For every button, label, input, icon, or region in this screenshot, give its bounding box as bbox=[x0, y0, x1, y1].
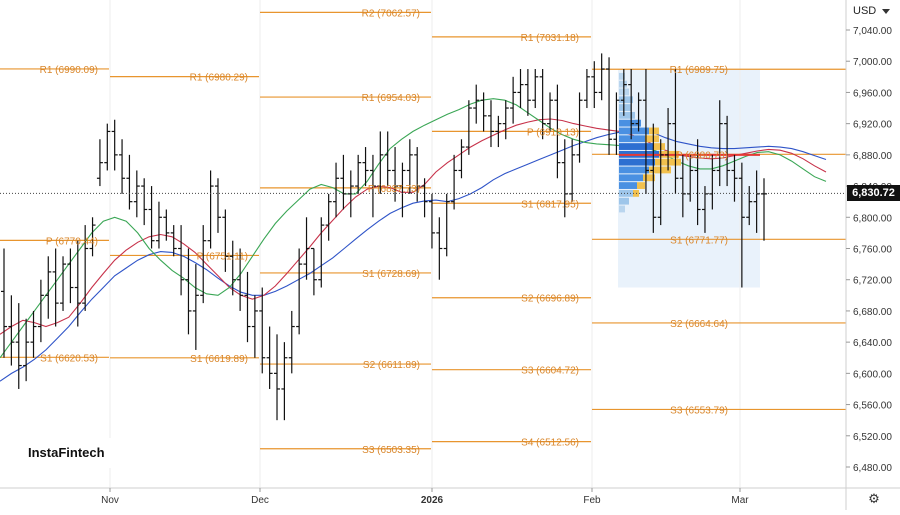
brand-logo: InstaFintech bbox=[24, 438, 138, 468]
pivot-label: R1 (7031.18) bbox=[521, 33, 579, 44]
settings-icon[interactable]: ⚙ bbox=[868, 492, 880, 507]
y-tick-label: 6,960.00 bbox=[853, 88, 892, 99]
pivot-label: S1 (6771.77) bbox=[670, 235, 728, 246]
pivot-label: S4 (6512.56) bbox=[521, 438, 579, 449]
y-tick-label: 7,040.00 bbox=[853, 26, 892, 37]
pivot-label: S3 (6553.79) bbox=[670, 405, 728, 416]
pivot-label: S2 (6664.64) bbox=[670, 319, 728, 330]
volume-profile-bar bbox=[619, 96, 633, 104]
y-tick-label: 6,520.00 bbox=[853, 432, 892, 443]
y-tick-label: 6,680.00 bbox=[853, 307, 892, 318]
volume-profile-bar bbox=[619, 166, 649, 174]
x-tick-label: Feb bbox=[583, 495, 601, 506]
pivot-label: P (6880.70) bbox=[676, 150, 728, 161]
current-price-badge: 6,830.72 bbox=[847, 185, 900, 201]
x-tick-label: Nov bbox=[101, 495, 119, 506]
volume-profile-bar bbox=[619, 135, 645, 143]
pivot-label: R1 (6989.75) bbox=[670, 65, 728, 76]
volume-profile-bar bbox=[619, 158, 655, 166]
volume-profile-bar bbox=[649, 127, 659, 135]
y-tick-label: 6,720.00 bbox=[853, 276, 892, 287]
currency-label: USD bbox=[853, 5, 877, 17]
volume-profile-bar bbox=[637, 182, 645, 189]
pivot-label: R2 (7062.57) bbox=[362, 8, 420, 19]
chevron-down-icon bbox=[882, 8, 891, 14]
pivot-label: S1 (6620.53) bbox=[40, 353, 98, 364]
x-tick-label: Mar bbox=[731, 495, 749, 506]
volume-profile-bar bbox=[619, 182, 637, 189]
y-tick-label: 6,800.00 bbox=[853, 213, 892, 224]
volume-profile-bar bbox=[619, 197, 629, 205]
y-tick-label: 6,760.00 bbox=[853, 245, 892, 256]
pivot-label: R1 (6954.03) bbox=[362, 93, 420, 104]
volume-profile-bar bbox=[619, 205, 625, 213]
volume-profile-bar bbox=[619, 189, 633, 197]
y-tick-label: 6,880.00 bbox=[853, 151, 892, 162]
pivot-label: P (6751.11) bbox=[197, 251, 248, 262]
volume-profile-bar bbox=[619, 119, 641, 127]
volume-profile-bar bbox=[619, 80, 627, 88]
pivot-label: S1 (6728.69) bbox=[362, 269, 420, 280]
volume-profile-bar bbox=[619, 174, 643, 182]
currency-selector[interactable]: USD bbox=[847, 0, 900, 22]
volume-profile-bar bbox=[619, 111, 635, 119]
moving-average-line bbox=[0, 98, 827, 359]
pivot-label: S3 (6503.35) bbox=[362, 445, 420, 456]
volume-profile-bar bbox=[619, 127, 649, 135]
pivot-label: S2 (6611.89) bbox=[363, 360, 420, 371]
volume-profile-bar bbox=[653, 143, 665, 150]
y-tick-label: 7,000.00 bbox=[853, 57, 892, 68]
volume-profile-bar bbox=[643, 174, 655, 182]
y-tick-label: 6,560.00 bbox=[853, 401, 892, 412]
pivot-label: R1 (6980.29) bbox=[190, 73, 248, 84]
pivot-label: S3 (6604.72) bbox=[521, 366, 579, 377]
moving-average-line bbox=[0, 118, 827, 335]
pivot-label: P (6910.13) bbox=[527, 127, 579, 138]
pivot-label: R1 (6990.09) bbox=[40, 65, 98, 76]
y-tick-label: 6,600.00 bbox=[853, 369, 892, 380]
x-tick-label: Dec bbox=[251, 495, 269, 506]
x-tick-label: 2026 bbox=[421, 495, 444, 506]
volume-profile-bar bbox=[619, 143, 653, 150]
pivot-label: S2 (6696.89) bbox=[521, 294, 579, 305]
y-tick-label: 6,640.00 bbox=[853, 338, 892, 349]
pivot-label: S1 (6817.95) bbox=[521, 199, 579, 210]
volume-profile-bar bbox=[619, 104, 631, 111]
volume-profile-bar bbox=[645, 135, 659, 143]
pivot-label: P (6837.73) bbox=[368, 184, 420, 195]
volume-profile-bar bbox=[649, 166, 671, 174]
moving-average-line bbox=[0, 130, 827, 382]
pivot-label: P (6770.44) bbox=[46, 236, 98, 247]
y-tick-label: 6,920.00 bbox=[853, 120, 892, 131]
pivot-label: S1 (6619.89) bbox=[190, 354, 248, 365]
y-tick-label: 6,480.00 bbox=[853, 463, 892, 474]
volume-profile-bar bbox=[619, 72, 625, 80]
